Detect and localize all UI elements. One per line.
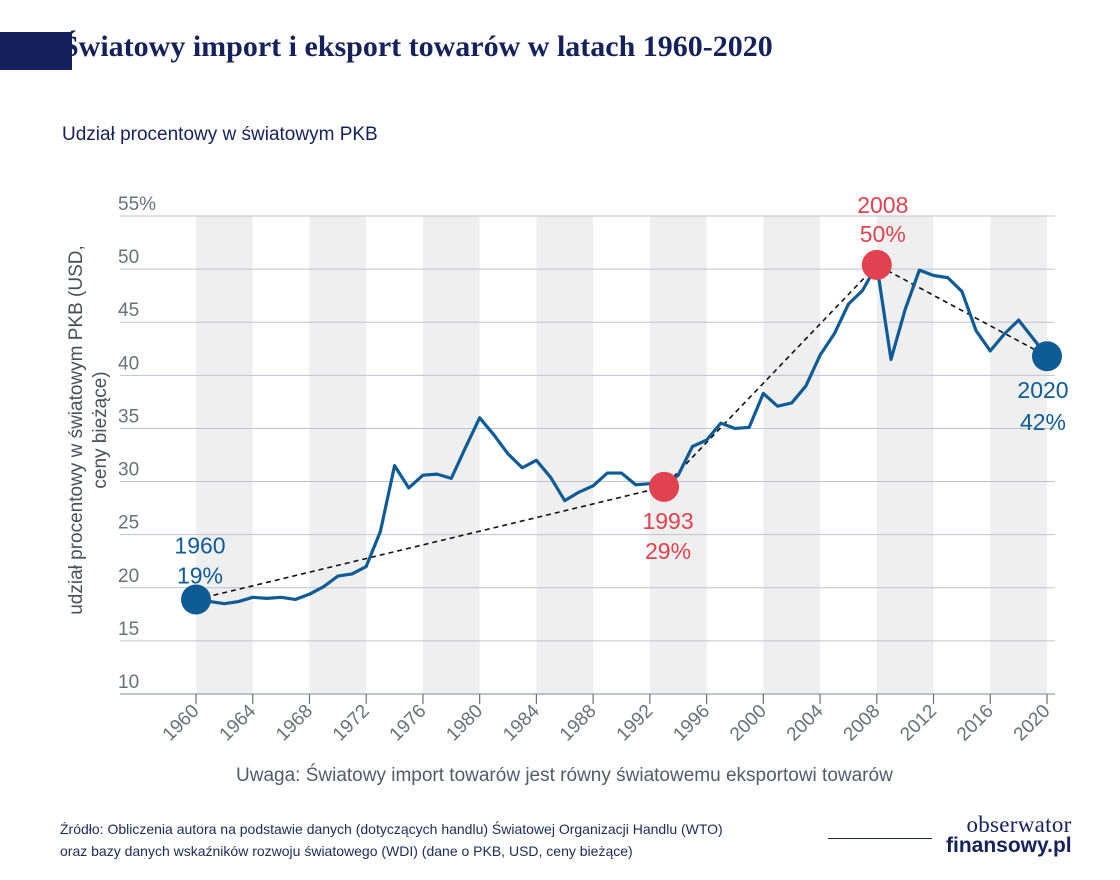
- source-line-2: oraz bazy danych wskaźników rozwoju świa…: [60, 843, 633, 859]
- x-tick-label: 1980: [442, 701, 487, 746]
- source-divider: [828, 838, 932, 839]
- highlight-year-label: 2008: [857, 192, 908, 218]
- highlight-year-label: 2020: [1017, 377, 1068, 403]
- y-tick-label: 55%: [118, 194, 156, 215]
- highlight-value-label: 42%: [1020, 409, 1066, 435]
- y-tick-label: 15: [118, 619, 139, 640]
- x-tick-label: 1988: [556, 701, 601, 746]
- shaded-band: [309, 216, 367, 694]
- chart-subtitle: Udział procentowy w światowym PKB: [62, 124, 378, 145]
- highlight-year-label: 1960: [174, 532, 225, 558]
- chart-note: Uwaga: Światowy import towarów jest równ…: [236, 765, 893, 786]
- y-axis-label: udział procentowy w światowym PKB (USD, c…: [66, 245, 111, 615]
- source-line-1: Źródło: Obliczenia autora na podstawie d…: [60, 821, 723, 837]
- y-tick-label: 35: [118, 406, 139, 427]
- y-tick-label: 40: [118, 353, 139, 374]
- highlight-dot-1960: [181, 584, 211, 615]
- highlight-dot-2008: [861, 249, 892, 280]
- highlight-dot-1993: [649, 471, 680, 502]
- title-accent-bar: [0, 32, 72, 70]
- x-tick-label: 2004: [783, 700, 828, 745]
- x-tick-label: 2012: [896, 701, 941, 746]
- x-tick-label: 1964: [216, 700, 261, 745]
- highlight-value-label: 29%: [645, 538, 691, 564]
- highlight-year-label: 1993: [642, 508, 693, 534]
- shaded-band: [990, 216, 1047, 694]
- shaded-band: [763, 216, 821, 694]
- x-tick-label: 1972: [329, 701, 374, 746]
- line-chart: 10 15 20 25 30 35 40 45 50 55% 1960 1964 1968 1972 19…: [66, 192, 1069, 746]
- highlight-dot-2020: [1032, 341, 1062, 372]
- y-tick-label: 25: [118, 513, 139, 534]
- y-tick-label: 10: [118, 672, 139, 693]
- y-axis-ticks: 10 15 20 25 30 35 40 45 50 55%: [118, 194, 156, 693]
- trend-dashed-line: [195, 263, 1048, 601]
- x-tick-label: 1992: [613, 701, 658, 746]
- shaded-band: [649, 216, 707, 694]
- y-tick-label: 30: [118, 460, 139, 481]
- x-tick-label: 2000: [726, 701, 771, 746]
- source-text: Źródło: Obliczenia autora na podstawie d…: [60, 818, 723, 862]
- x-tick-label: 1976: [386, 701, 431, 746]
- shaded-band: [876, 216, 934, 694]
- logo-line-1: obserwator: [966, 812, 1072, 837]
- gridlines: [120, 215, 1055, 695]
- x-tick-label: 2008: [840, 701, 885, 746]
- y-tick-label: 50: [118, 247, 139, 268]
- shaded-bands: [196, 216, 1047, 694]
- highlight-value-label: 50%: [860, 221, 906, 247]
- x-tick-label: 1984: [499, 700, 544, 745]
- x-tick-label: 2016: [953, 701, 998, 746]
- series-line: [194, 263, 1049, 606]
- x-tick-label: 1960: [159, 701, 204, 746]
- x-tick-label: 1996: [669, 701, 714, 746]
- x-tick-label: 2020: [1010, 701, 1055, 746]
- chart-title: Światowy import i eksport towarów w lata…: [62, 30, 773, 63]
- highlight-markers: 1960 19% 1993 29% 2008 50% 2020 42%: [174, 192, 1069, 615]
- shaded-band: [196, 216, 253, 694]
- x-axis-ticks: 1960 1964 1968 1972 1976 1980 1984 1988 1992 1996…: [159, 694, 1055, 745]
- x-tick-label: 1968: [272, 701, 317, 746]
- y-tick-label: 45: [118, 300, 139, 321]
- highlight-value-label: 19%: [177, 562, 223, 588]
- y-tick-label: 20: [118, 566, 139, 587]
- publisher-logo: obserwator finansowy.pl: [946, 812, 1072, 857]
- shaded-band: [422, 216, 480, 694]
- logo-line-2: finansowy.pl: [946, 834, 1072, 857]
- shaded-band: [536, 216, 594, 694]
